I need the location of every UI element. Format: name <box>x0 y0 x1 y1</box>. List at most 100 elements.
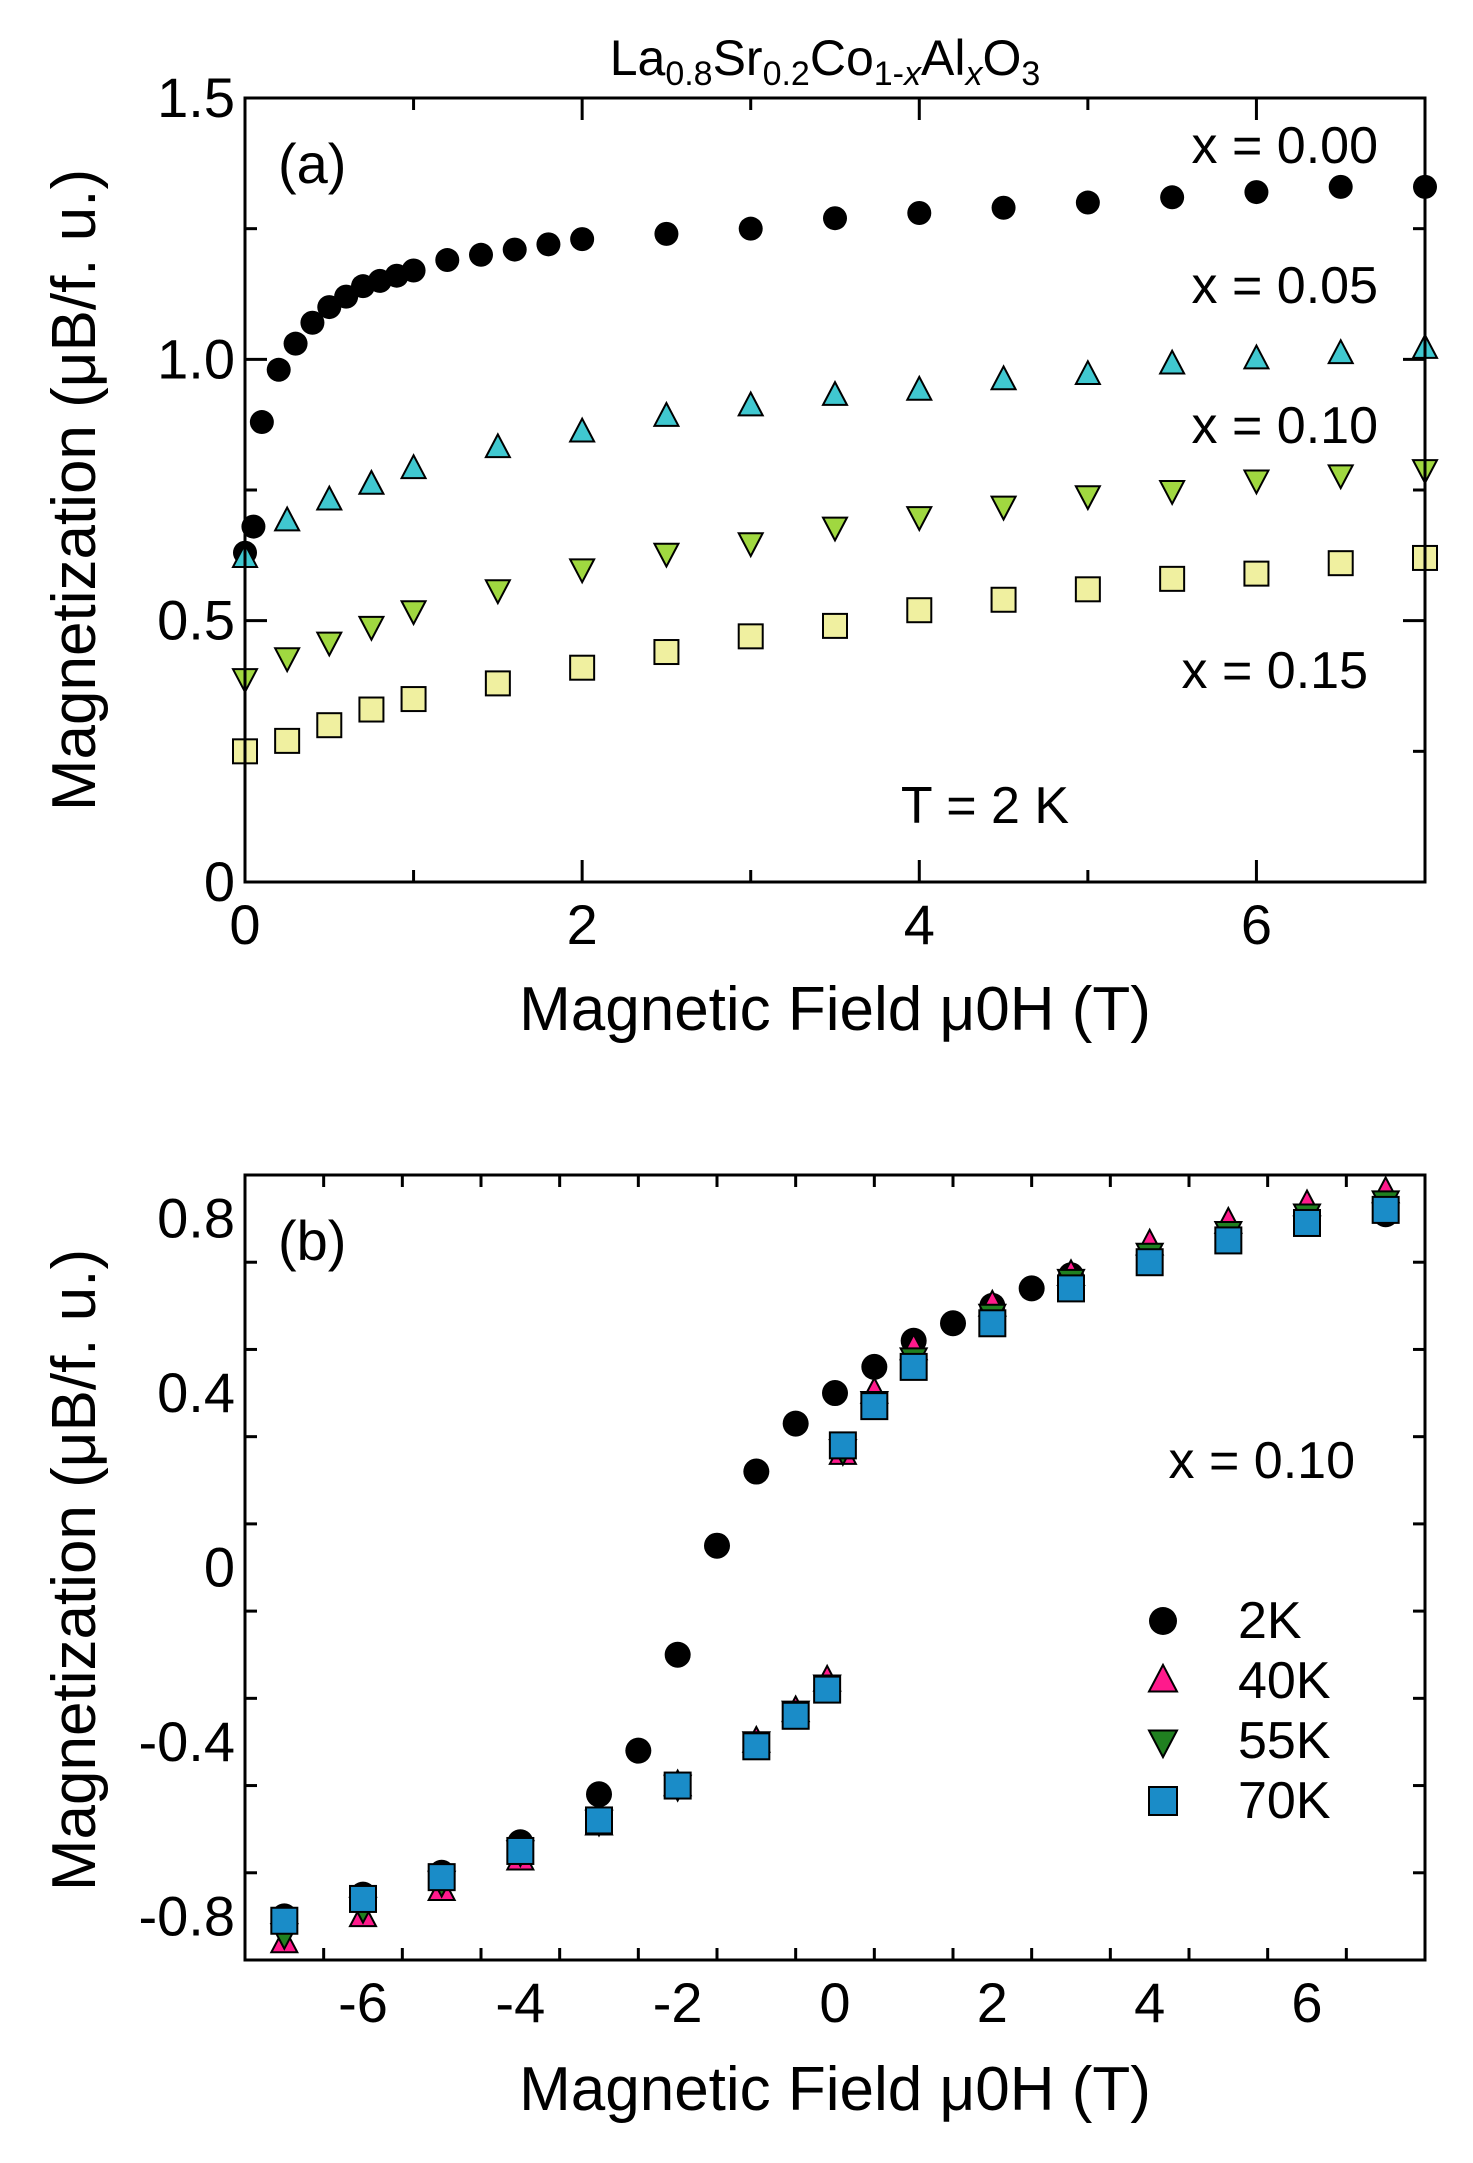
data-point <box>828 1431 857 1460</box>
data-point <box>1328 174 1353 199</box>
data-point <box>484 670 511 697</box>
data-point <box>266 357 291 382</box>
data-point <box>241 514 266 539</box>
data-point <box>822 1380 848 1407</box>
legend-label: 55K <box>1238 1712 1331 1770</box>
data-point <box>270 1906 299 1935</box>
data-point <box>435 248 460 273</box>
data-point <box>401 258 426 283</box>
panel-a-ylabel: Magnetization (μB/f. u.) <box>40 169 109 811</box>
y-tick-label: 1.0 <box>157 327 235 390</box>
data-point <box>907 200 932 225</box>
data-point <box>349 1884 377 1913</box>
annot-x000: x = 0.00 <box>1192 117 1378 175</box>
data-point <box>782 1410 809 1437</box>
data-point <box>484 432 512 459</box>
x-tick-label: 4 <box>904 893 935 956</box>
data-point <box>813 1675 842 1704</box>
panel-a-tag: (a) <box>278 132 346 195</box>
x-tick-label: 4 <box>1134 1971 1165 2034</box>
data-point <box>274 727 301 754</box>
y-tick-label: 0.8 <box>157 1187 235 1250</box>
data-point <box>1327 550 1354 577</box>
data-point <box>899 1352 928 1381</box>
data-point <box>506 1836 535 1865</box>
data-point <box>1135 1248 1164 1277</box>
data-point <box>568 558 596 585</box>
x-tick-label: 0 <box>819 1971 850 2034</box>
data-point <box>399 600 428 627</box>
data-point <box>781 1701 810 1730</box>
panel-a-xlabel: Magnetic Field μ0H (T) <box>519 975 1151 1044</box>
annot-x005: x = 0.05 <box>1192 257 1378 315</box>
x-tick-label: 2 <box>977 1971 1008 2034</box>
data-point <box>273 505 301 532</box>
data-point <box>484 579 512 606</box>
y-tick-label: 0 <box>204 850 235 913</box>
annot-x010: x = 0.10 <box>1192 397 1378 455</box>
legend-marker <box>1148 1786 1178 1816</box>
data-point <box>1158 480 1186 506</box>
x-tick-label: -2 <box>653 1971 703 2034</box>
data-point <box>315 484 343 511</box>
data-point <box>1075 190 1100 215</box>
data-point <box>821 516 849 543</box>
data-point <box>1018 1275 1045 1302</box>
data-point <box>737 623 764 650</box>
data-point <box>1214 1226 1243 1255</box>
legend-label: 2K <box>1238 1592 1302 1650</box>
data-point <box>502 237 527 262</box>
x-tick-label: 2 <box>567 893 598 956</box>
data-point <box>823 206 847 231</box>
data-point <box>569 654 596 681</box>
y-tick-label: 0.5 <box>157 589 235 652</box>
data-point <box>653 639 680 666</box>
data-point <box>861 1353 888 1380</box>
legend-marker <box>1147 1729 1179 1760</box>
data-point <box>1074 485 1102 512</box>
data-point <box>821 379 849 406</box>
panel-b-xlabel: Magnetic Field μ0H (T) <box>519 2055 1151 2124</box>
x-tick-label: -4 <box>495 1971 545 2034</box>
data-point <box>570 227 595 252</box>
data-point <box>469 242 493 267</box>
data-point <box>1074 576 1101 603</box>
y-tick-label: 1.5 <box>157 66 235 129</box>
data-point <box>737 532 765 559</box>
data-point <box>738 216 763 241</box>
data-point <box>822 612 848 639</box>
panel-b-ylabel: Magnetization (μB/f. u.) <box>40 1249 109 1891</box>
data-point <box>989 495 1018 522</box>
data-point <box>427 1863 456 1892</box>
data-point <box>905 374 933 401</box>
data-point <box>1371 1195 1400 1224</box>
data-point <box>1293 1208 1321 1237</box>
data-point <box>906 597 933 624</box>
data-point <box>905 506 933 533</box>
data-point <box>704 1532 730 1559</box>
data-point <box>315 631 343 658</box>
annot-b-x010: x = 0.10 <box>1169 1432 1355 1490</box>
data-point <box>978 1309 1007 1338</box>
data-point <box>1160 185 1185 210</box>
data-point <box>1327 464 1355 491</box>
data-point <box>742 1732 771 1761</box>
data-point <box>1159 565 1186 592</box>
panel-b: -6 -4 -2 0 2 4 6 -0.8 -0.4 0 0.4 0.8 (b) x = 0.10 2… <box>40 1173 1427 2124</box>
y-tick-label: -0.4 <box>139 1710 236 1773</box>
y-tick-label: -0.8 <box>139 1884 236 1947</box>
data-point <box>1327 338 1355 365</box>
data-point <box>664 1641 691 1668</box>
panel-b-tag: (b) <box>278 1209 346 1272</box>
panel-b-ticks <box>243 1173 1427 1962</box>
data-point <box>625 1737 652 1764</box>
data-point <box>357 468 386 495</box>
data-point <box>1057 1274 1085 1303</box>
data-point <box>273 647 301 674</box>
data-point <box>400 686 427 713</box>
data-point <box>652 542 681 569</box>
panel-a-frame <box>243 96 1427 884</box>
y-tick-label: 0.4 <box>157 1361 235 1424</box>
legend-marker <box>1149 1607 1177 1635</box>
